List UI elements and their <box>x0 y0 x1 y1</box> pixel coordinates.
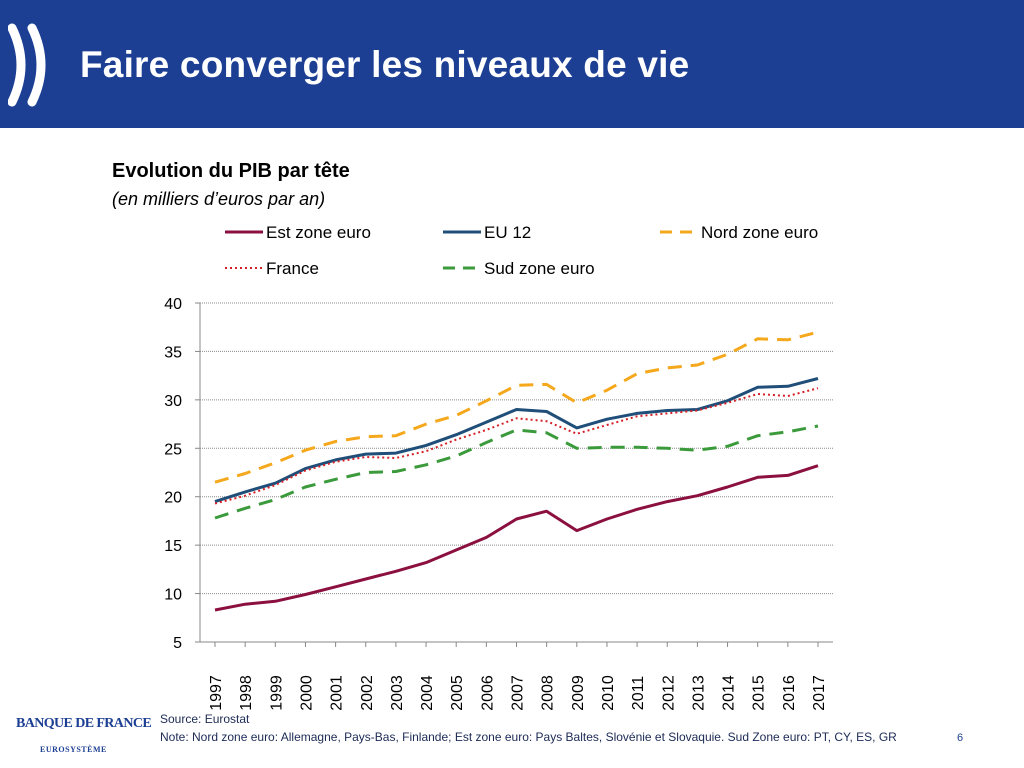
y-tick-label: 35 <box>164 344 182 361</box>
x-tick-label: 2003 <box>389 675 406 711</box>
double-chevron-icon <box>8 23 46 107</box>
chart-subtitle: (en milliers d’euros par an) <box>112 189 326 209</box>
y-tick-label: 15 <box>164 538 182 555</box>
x-tick-label: 2012 <box>660 675 677 711</box>
x-tick-label: 2009 <box>570 675 587 711</box>
y-tick-label: 5 <box>173 635 182 652</box>
x-tick-label: 2008 <box>540 675 557 711</box>
x-tick-label: 2002 <box>359 675 376 711</box>
header-bar: Faire converger les niveaux de vie <box>0 0 1024 128</box>
x-tick-label: 2015 <box>751 675 768 711</box>
series-line-sud-zone-euro <box>214 424 819 520</box>
x-tick-label: 2013 <box>690 675 707 711</box>
series-line-est-zone-euro <box>214 464 819 612</box>
x-tick-label: 1997 <box>208 675 225 711</box>
page-title: Faire converger les niveaux de vie <box>80 44 690 85</box>
page-number: 6 <box>957 732 964 744</box>
legend-label: Nord zone euro <box>701 223 818 242</box>
x-tick-label: 2014 <box>721 675 738 711</box>
bank-logo-subtext: EUROSYSTÈME <box>40 745 107 754</box>
y-tick-label: 25 <box>164 441 182 458</box>
series-line-eu-12 <box>214 377 819 504</box>
x-tick-label: 2007 <box>510 675 527 711</box>
bank-logo: BANQUE DE FRANCE <box>16 716 152 731</box>
legend-label: Sud zone euro <box>484 259 595 278</box>
x-tick-label: 2011 <box>630 676 647 711</box>
x-tick-label: 2006 <box>479 675 496 711</box>
y-tick-label: 30 <box>164 393 182 410</box>
y-tick-label: 10 <box>164 587 182 604</box>
x-tick-label: 2010 <box>600 675 617 711</box>
legend-label: France <box>266 259 319 278</box>
footnote: Note: Nord zone euro: Allemagne, Pays-Ba… <box>160 730 897 744</box>
x-tick-label: 2004 <box>419 675 436 711</box>
x-tick-label: 1998 <box>238 675 255 711</box>
y-tick-label: 40 <box>164 296 182 313</box>
x-tick-label: 2017 <box>811 675 828 711</box>
x-tick-label: 2001 <box>329 675 346 711</box>
x-tick-label: 2016 <box>781 675 798 711</box>
series-line-france <box>214 387 819 505</box>
x-tick-label: 2005 <box>449 675 466 711</box>
series-line-nord-zone-euro <box>214 330 819 484</box>
x-tick-label: 1999 <box>268 675 285 711</box>
source-note: Source: Eurostat <box>160 712 250 726</box>
y-tick-label: 20 <box>164 490 182 507</box>
legend-label: Est zone euro <box>266 223 371 242</box>
x-tick-label: 2000 <box>298 675 315 711</box>
legend-label: EU 12 <box>484 223 531 242</box>
chart-title: Evolution du PIB par tête <box>112 160 350 182</box>
